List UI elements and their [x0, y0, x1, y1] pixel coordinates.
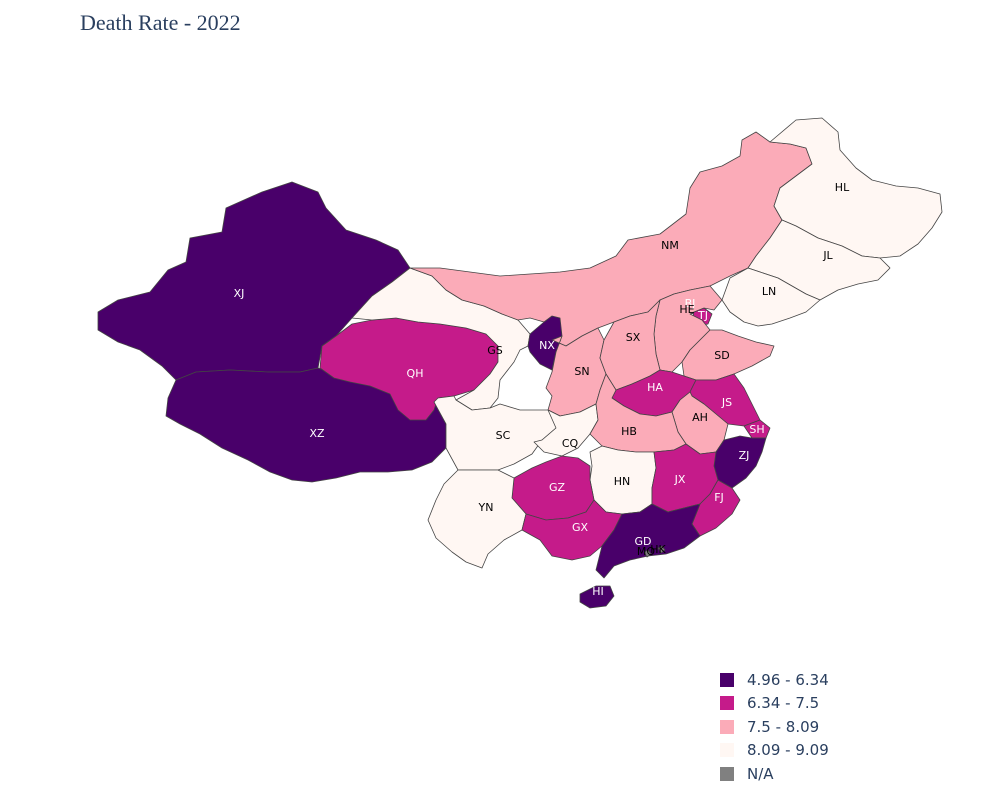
- province-hk[interactable]: [657, 545, 666, 554]
- legend-label: 7.5 - 8.09: [747, 717, 820, 736]
- province-label-he: HE: [679, 303, 694, 316]
- legend-label: 6.34 - 7.5: [747, 694, 820, 713]
- province-label-gx: GX: [572, 521, 589, 534]
- province-label-nx: NX: [539, 339, 555, 352]
- province-label-sd: SD: [714, 349, 729, 362]
- province-label-sx: SX: [626, 331, 641, 344]
- province-label-nm: NM: [661, 239, 679, 252]
- province-hi[interactable]: [579, 585, 615, 609]
- province-label-mo: MO: [637, 545, 655, 558]
- province-xz[interactable]: [165, 367, 447, 483]
- province-label-xj: XJ: [234, 287, 245, 300]
- legend-swatch: [720, 766, 734, 781]
- province-label-gz: GZ: [549, 481, 566, 494]
- province-label-gs: GS: [487, 344, 503, 357]
- legend-item[interactable]: 6.34 - 7.5: [720, 692, 960, 716]
- legend-label: N/A: [747, 764, 774, 783]
- province-label-jx: JX: [674, 473, 686, 486]
- province-label-gd: GD: [635, 535, 652, 548]
- province-label-hi: HI: [592, 585, 604, 598]
- province-label-sn: SN: [574, 365, 589, 378]
- legend-label: 8.09 - 9.09: [747, 741, 829, 760]
- province-label-sh: SH: [749, 423, 764, 436]
- province-label-bj: BJ: [685, 297, 696, 310]
- province-label-ah: AH: [692, 411, 708, 424]
- province-cq[interactable]: [533, 403, 599, 457]
- legend-swatch: [720, 696, 734, 711]
- legend-item[interactable]: N/A: [720, 762, 960, 786]
- province-label-hb: HB: [621, 425, 637, 438]
- legend-item[interactable]: 8.09 - 9.09: [720, 739, 960, 763]
- province-label-zj: ZJ: [739, 449, 750, 462]
- province-label-js: JS: [721, 396, 732, 409]
- province-label-ha: HA: [647, 381, 663, 394]
- province-label-hk: HK: [650, 543, 666, 556]
- province-label-jl: JL: [822, 249, 833, 262]
- province-label-ln: LN: [762, 285, 776, 298]
- legend-label: 4.96 - 6.34: [747, 670, 829, 689]
- legend-swatch: [720, 672, 734, 687]
- province-label-fj: FJ: [714, 491, 724, 504]
- province-zj[interactable]: [713, 435, 767, 489]
- legend-swatch: [720, 743, 734, 758]
- map-title: Death Rate - 2022: [80, 10, 241, 35]
- province-label-cq: CQ: [562, 437, 579, 450]
- province-hl[interactable]: [769, 117, 943, 259]
- province-yn[interactable]: [427, 469, 527, 569]
- province-label-tj: TJ: [697, 309, 708, 322]
- province-gd[interactable]: [595, 503, 701, 579]
- province-label-xz: XZ: [309, 427, 325, 440]
- province-label-sc: SC: [496, 429, 511, 442]
- province-ln[interactable]: [721, 267, 821, 327]
- province-label-hl: HL: [835, 181, 850, 194]
- legend-item[interactable]: 7.5 - 8.09: [720, 715, 960, 739]
- province-label-hn: HN: [614, 475, 631, 488]
- provinces-layer: [97, 117, 943, 609]
- legend-swatch: [720, 719, 734, 734]
- province-sh[interactable]: [743, 419, 771, 439]
- legend-item[interactable]: 4.96 - 6.34: [720, 668, 960, 692]
- province-label-yn: YN: [478, 501, 494, 514]
- province-mo[interactable]: [643, 549, 652, 558]
- legend: 4.96 - 6.34 6.34 - 7.5 7.5 - 8.09 8.09 - 9.…: [720, 668, 960, 786]
- province-label-qh: QH: [407, 367, 424, 380]
